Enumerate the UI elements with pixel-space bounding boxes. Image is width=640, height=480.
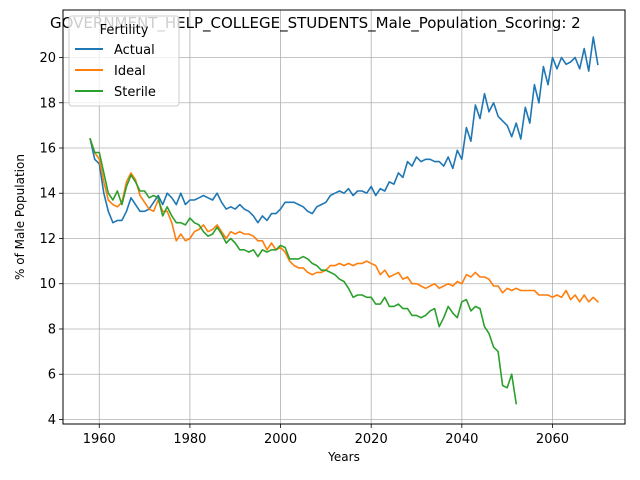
series-line-actual — [89, 36, 599, 224]
y-tick-label: 4 — [48, 413, 56, 428]
chart-title: GOVERNMENT_HELP_COLLEGE_STUDENTS_Male_Po… — [50, 14, 581, 33]
legend-label-actual: Actual — [114, 43, 155, 58]
grid-lines — [63, 10, 625, 424]
legend-label-ideal: Ideal — [114, 64, 146, 79]
y-tick-label: 20 — [39, 51, 56, 66]
legend: Fertility Actual Ideal Sterile — [68, 15, 180, 107]
y-tick-label: 16 — [39, 142, 56, 157]
legend-label-sterile: Sterile — [114, 85, 156, 100]
x-tick-label: 2040 — [445, 432, 478, 447]
y-tick-label: 18 — [39, 96, 56, 111]
y-tick-label: 8 — [48, 322, 56, 337]
legend-box — [68, 15, 180, 107]
series-line-ideal — [89, 137, 599, 303]
y-axis-label: % of Male Population — [13, 154, 27, 280]
y-tick-label: 14 — [39, 187, 56, 202]
x-tick-label: 1960 — [83, 432, 116, 447]
y-tick-label: 6 — [48, 368, 56, 383]
series-line-sterile — [89, 137, 518, 405]
series-lines — [89, 36, 599, 405]
x-axis-ticks: 1960 1980 2000 2020 2040 2060 — [83, 424, 569, 447]
x-tick-label: 2060 — [536, 432, 569, 447]
y-axis-ticks: 4 6 8 10 12 14 16 18 20 — [39, 51, 63, 428]
y-tick-label: 10 — [39, 277, 56, 292]
x-axis-label: Years — [327, 450, 360, 464]
legend-title: Fertility — [100, 23, 149, 38]
y-tick-label: 12 — [39, 232, 56, 247]
x-tick-label: 2000 — [264, 432, 297, 447]
x-tick-label: 1980 — [173, 432, 206, 447]
plot-frame — [62, 9, 626, 425]
x-tick-label: 2020 — [355, 432, 388, 447]
